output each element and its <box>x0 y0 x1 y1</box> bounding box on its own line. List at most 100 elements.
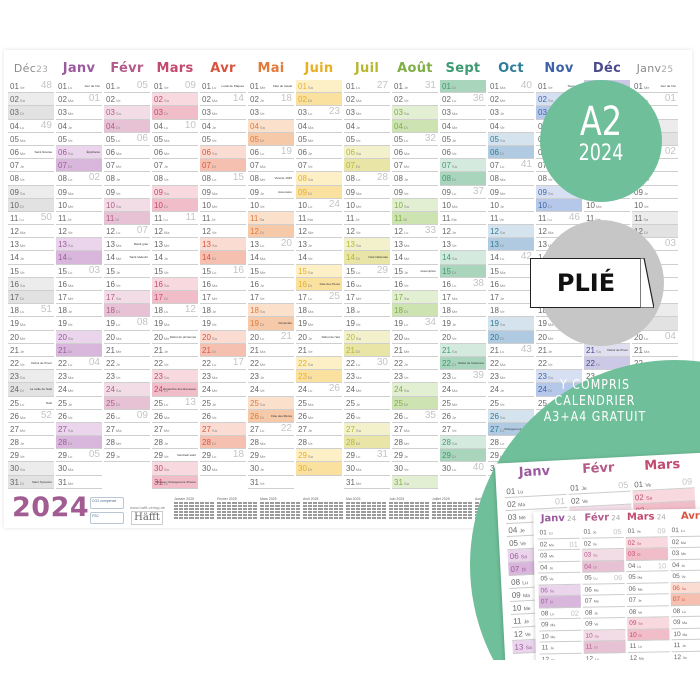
day-number: 02 <box>106 95 115 105</box>
month-header: Mai <box>248 58 294 80</box>
weekday-abbr: Ve <box>451 427 457 433</box>
weekday-abbr: Sa <box>259 216 265 222</box>
weekday-abbr: Sa <box>115 296 121 301</box>
day-cell: 27Sa <box>200 422 246 437</box>
day-cell: 19Ma <box>152 317 198 331</box>
inset-day-cell: 11 Je <box>671 639 700 652</box>
day-number: 02 <box>202 95 211 105</box>
day-cell: 08Je <box>104 172 150 186</box>
week-number: 37 <box>472 185 484 197</box>
day-number: 26 <box>490 411 499 421</box>
day-number: 28 <box>250 438 259 448</box>
day-number: 08 <box>346 174 355 184</box>
day-cell: 09Sa <box>8 185 54 199</box>
week-number: 05 <box>88 449 100 461</box>
inset-weekday: Sa <box>636 541 642 546</box>
day-cell: 12Ma <box>8 225 54 239</box>
weekday-abbr: Me <box>115 256 122 262</box>
weekday-abbr: Lu <box>499 256 505 262</box>
week-number: 23 <box>328 106 340 118</box>
day-number: 03 <box>10 108 19 118</box>
mini-calendar: Mars 2025 <box>260 497 300 519</box>
day-cell: 21Me <box>392 344 438 357</box>
promo-line-2: CALENDRIER <box>554 394 636 409</box>
weekday-abbr: Lu <box>19 124 25 130</box>
weekday-abbr: Ve <box>259 480 265 486</box>
day-number: 15 <box>394 266 403 276</box>
day-number: 18 <box>298 306 307 316</box>
inset-day-cell: 05 Ve <box>670 570 700 583</box>
inset-weekday: Ve <box>592 541 598 547</box>
day-number: 01 <box>346 82 355 91</box>
week-number: 48 <box>40 80 52 91</box>
day-number: 16 <box>346 279 355 289</box>
day-number: 29 <box>202 451 211 461</box>
inset-year-suffix: 24 <box>609 514 621 523</box>
day-cell: 11Di <box>392 211 438 226</box>
day-number: 22 <box>538 358 547 368</box>
weekday-abbr: Di <box>259 322 264 328</box>
day-cell: 10Me <box>344 199 390 212</box>
day-number: 27 <box>394 424 403 434</box>
day-cell: 18Je <box>200 304 246 318</box>
week-number: 25 <box>328 291 340 302</box>
day-number: 03 <box>250 108 259 118</box>
weekday-abbr: Lu <box>115 230 121 236</box>
day-cell: 19Me <box>296 317 342 331</box>
day-number: 20 <box>634 332 643 342</box>
day-number: 22 <box>586 358 595 368</box>
weekday-abbr: Di <box>211 348 216 354</box>
day-cell: 08Ma <box>488 172 534 186</box>
day-number: 11 <box>154 213 163 223</box>
weekday-abbr: Lu <box>163 216 168 222</box>
weekday-abbr: Sa <box>403 480 409 486</box>
weekday-abbr: Je <box>19 164 25 170</box>
day-number: 26 <box>154 411 163 421</box>
weekday-abbr: Ve <box>403 375 409 381</box>
day-number: 22 <box>154 358 163 368</box>
inset-day-cell: 03 Di <box>625 548 669 561</box>
weekday-abbr: Sa <box>259 309 265 315</box>
day-number: 01 <box>394 82 403 91</box>
weekday-abbr: Ma <box>115 150 122 156</box>
week-number: 26 <box>328 383 340 395</box>
weekday-abbr: Lu <box>451 98 457 104</box>
weekday-abbr: Me <box>19 243 26 249</box>
day-cell: 09Ma <box>344 186 390 199</box>
day-number: 07 <box>442 161 451 171</box>
day-cell: 29Je <box>104 449 150 463</box>
inset-day-cell: 01 Ve 09 <box>625 525 668 538</box>
day-cell: 02Je 18 <box>248 93 294 107</box>
week-number: 10 <box>184 119 196 131</box>
day-number: 24 <box>442 385 451 395</box>
day-cell: 27Je <box>296 423 342 437</box>
weekday-abbr: Me <box>499 282 506 288</box>
day-cell: 27Me <box>8 423 54 437</box>
day-number: 18 <box>202 306 211 316</box>
day-number: 16 <box>490 279 499 289</box>
day-number: 16 <box>154 279 163 289</box>
inset-weekday: Di <box>638 633 642 638</box>
weekday-abbr: Di <box>19 111 24 117</box>
weekday-abbr: Lu <box>259 150 265 156</box>
week-number: 51 <box>40 304 52 316</box>
weekday-abbr: Di <box>259 137 264 143</box>
day-number: 23 <box>250 372 259 382</box>
day-number: 21 <box>442 345 451 355</box>
week-number: 24 <box>328 198 340 210</box>
day-number: 23 <box>346 372 355 382</box>
day-cell: 27Sa <box>344 422 390 437</box>
day-number: 03 <box>538 108 547 118</box>
weekday-abbr: Ve <box>403 282 409 288</box>
day-cell: 25Di <box>392 396 438 410</box>
day-number: 01 <box>106 82 115 91</box>
weekday-abbr: Sa <box>451 256 457 262</box>
weekday-abbr: Lu <box>451 467 457 473</box>
day-number: 22 <box>298 358 307 368</box>
day-cell: 19Je <box>440 317 486 331</box>
week-number: 02 <box>88 172 100 184</box>
month-label: Août <box>397 61 433 76</box>
day-cell: 27Me <box>152 423 198 437</box>
weekday-abbr: Je <box>211 309 217 315</box>
day-number: 03 <box>298 108 307 118</box>
